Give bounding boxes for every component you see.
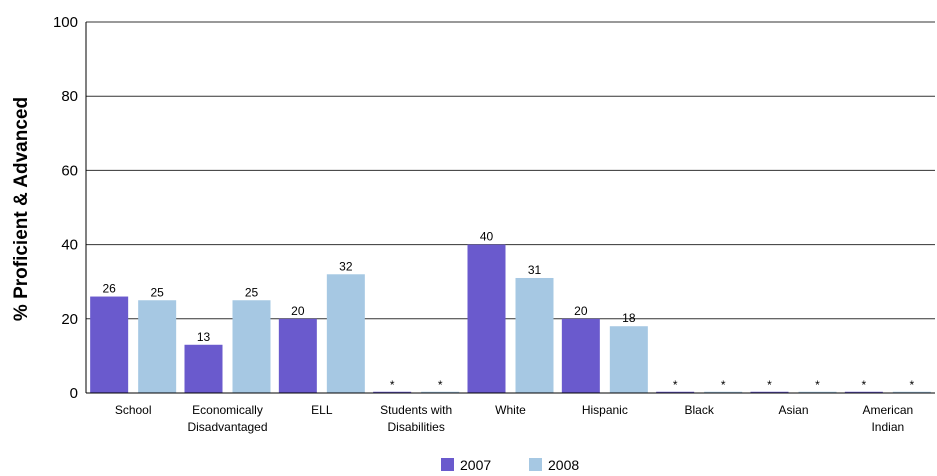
category-label: Indian <box>871 420 904 434</box>
y-tick-label: 60 <box>61 162 78 179</box>
data-label: 40 <box>480 230 494 244</box>
data-label: 20 <box>291 304 305 318</box>
bar-2007 <box>90 296 129 393</box>
category-label: Hispanic <box>582 403 628 417</box>
legend: 2007 2008 <box>441 457 579 473</box>
data-label: * <box>861 378 866 392</box>
legend-item-2007: 2007 <box>441 457 491 473</box>
data-label: * <box>673 378 678 392</box>
legend-swatch <box>441 458 454 471</box>
data-label: 32 <box>339 259 353 273</box>
value-labels: 26 25 13 25 20 32 * * 40 31 20 18 * * * * * * <box>102 230 914 392</box>
data-label: 25 <box>245 285 259 299</box>
category-label: Students with <box>380 403 452 417</box>
data-label: * <box>438 378 443 392</box>
data-label: * <box>909 378 914 392</box>
y-tick-labels: 0 20 40 60 80 100 <box>53 14 78 402</box>
data-label: * <box>721 378 726 392</box>
data-label: * <box>390 378 395 392</box>
category-label: ELL <box>311 403 333 417</box>
bar-2007 <box>561 318 600 393</box>
y-axis-label: % Proficient & Advanced <box>11 97 32 321</box>
data-label: * <box>815 378 820 392</box>
y-tick-label: 40 <box>61 237 78 254</box>
y-tick-label: 100 <box>53 14 78 31</box>
y-tick-label: 80 <box>61 88 78 105</box>
category-label: Disabilities <box>387 420 444 434</box>
bar-2007 <box>278 318 317 393</box>
category-label: Disadvantaged <box>187 420 267 434</box>
bars <box>90 244 931 394</box>
category-label: Asian <box>778 403 808 417</box>
bar-2008 <box>232 300 271 393</box>
category-label: School <box>115 403 152 417</box>
category-label: White <box>495 403 526 417</box>
legend-label: 2008 <box>548 457 579 473</box>
bar-2008 <box>326 274 365 393</box>
legend-swatch <box>529 458 542 471</box>
data-label: 25 <box>150 285 164 299</box>
legend-label: 2007 <box>460 457 491 473</box>
bar-2008 <box>515 277 554 393</box>
category-label: Economically <box>192 403 263 417</box>
category-labels: School Economically Disadvantaged ELL Studen… <box>115 403 913 434</box>
data-label: 31 <box>528 263 542 277</box>
category-label: Black <box>684 403 714 417</box>
data-label: 18 <box>622 311 636 325</box>
bar-2008 <box>138 300 177 393</box>
bar-2007 <box>184 344 223 393</box>
axes <box>85 22 935 394</box>
category-label: American <box>862 403 913 417</box>
bar-2007 <box>467 244 506 393</box>
data-label: 20 <box>574 304 588 318</box>
legend-item-2008: 2008 <box>529 457 579 473</box>
data-label: * <box>767 378 772 392</box>
gridlines <box>86 21 935 320</box>
y-tick-label: 20 <box>61 311 78 328</box>
data-label: 26 <box>102 282 116 296</box>
bar-2008 <box>609 326 648 393</box>
data-label: 13 <box>197 330 211 344</box>
y-tick-label: 0 <box>70 385 78 402</box>
